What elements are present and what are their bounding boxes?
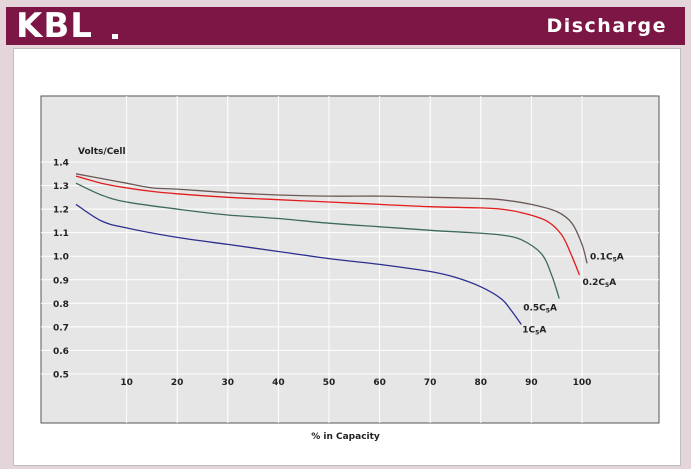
logo-dot — [112, 34, 118, 39]
y-tick-label: 1.1 — [53, 229, 69, 239]
y-tick-label: 0.9 — [53, 276, 69, 286]
series-label-1C5A: 1C5A — [522, 325, 546, 336]
y-tick-label: 1.0 — [53, 253, 69, 263]
x-tick-label: 100 — [573, 378, 592, 388]
y-tick-label: 0.8 — [53, 300, 69, 310]
series-label-0.5C5A: 0.5C5A — [523, 304, 557, 315]
series-line-0.2C5A — [75, 175, 581, 276]
y-tick-label: 1.2 — [53, 206, 69, 216]
x-tick-label: 80 — [475, 378, 488, 388]
y-tick-label: 0.7 — [53, 323, 69, 333]
series-label-0.1C5A: 0.1C5A — [590, 252, 624, 263]
plot-area — [40, 95, 660, 424]
x-tick-label: 50 — [323, 378, 336, 388]
y-axis-title: Volts/Cell — [78, 147, 126, 157]
y-tick-label: 1.3 — [53, 182, 69, 192]
x-tick-label: 60 — [373, 378, 386, 388]
y-tick-label: 0.5 — [53, 370, 69, 380]
page-title: Discharge — [546, 15, 667, 37]
series-line-1C5A — [75, 203, 522, 325]
x-axis-label: % in Capacity — [311, 432, 380, 442]
x-tick-label: 40 — [272, 378, 285, 388]
header-bar: KBL Discharge — [6, 6, 685, 46]
x-tick-label: 20 — [171, 378, 184, 388]
series-line-0.5C5A — [75, 182, 560, 299]
x-tick-label: 90 — [525, 378, 538, 388]
y-tick-label: 1.4 — [53, 159, 69, 169]
y-tick-label: 0.6 — [53, 347, 69, 357]
x-tick-label: 10 — [120, 378, 133, 388]
x-tick-label: 30 — [222, 378, 235, 388]
series-line-0.1C5A — [75, 173, 588, 264]
kbl-logo: KBL — [16, 6, 93, 46]
series-label-0.2C5A: 0.2C5A — [582, 278, 616, 289]
x-tick-label: 70 — [424, 378, 437, 388]
